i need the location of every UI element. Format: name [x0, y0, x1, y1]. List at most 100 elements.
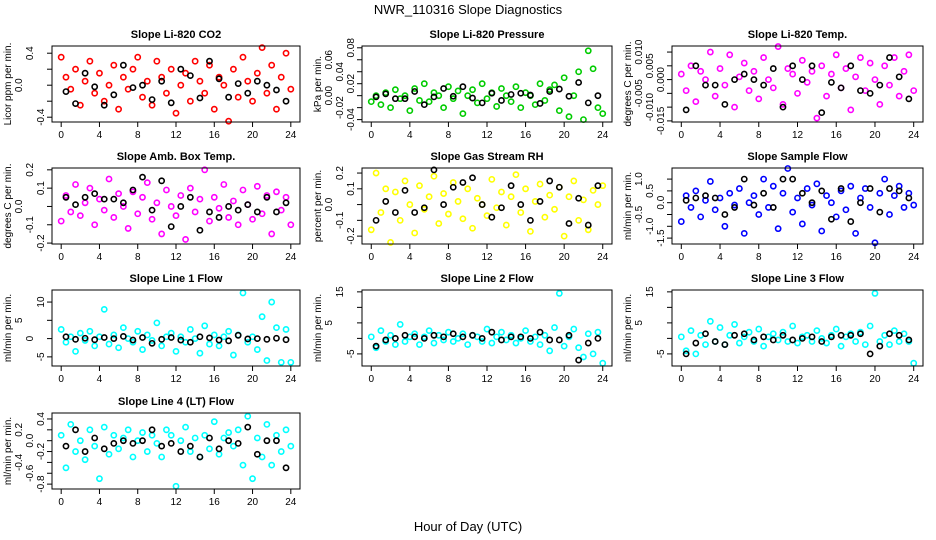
y-tick-label: 0.0: [14, 78, 25, 92]
data-point: [406, 107, 414, 115]
data-point: [96, 69, 103, 77]
hourly-point: [469, 331, 476, 339]
data-point: [258, 453, 266, 461]
data-point: [440, 104, 447, 112]
hourly-point: [731, 204, 738, 211]
data-point: [72, 448, 79, 455]
hourly-point: [391, 95, 399, 103]
panel-title: Slope Li-820 Temp.: [748, 29, 847, 41]
data-point: [210, 331, 218, 339]
panel-4: Slope Gas Stream RH percent per min. 0 4 8 12…: [313, 151, 613, 263]
data-point: [677, 218, 685, 225]
data-point: [186, 448, 194, 455]
y-axis-label: ml/min per min.: [3, 417, 14, 485]
data-point: [794, 194, 801, 202]
data-point: [881, 175, 889, 183]
hourly-point: [91, 83, 99, 91]
x-tick-label: 0: [58, 497, 64, 508]
data-point: [277, 73, 285, 81]
hourly-point: [411, 333, 419, 341]
data-point: [493, 103, 501, 110]
hourly-point: [273, 208, 280, 216]
data-point: [172, 109, 180, 117]
data-point: [473, 194, 481, 202]
hourly-point: [682, 196, 690, 204]
x-tick-label: 4: [407, 252, 413, 263]
data-point: [440, 336, 447, 344]
data-point: [268, 461, 276, 469]
data-point: [100, 423, 108, 431]
data-point: [196, 77, 204, 85]
hourly-point: [139, 173, 146, 181]
y-tick-label: 0.04: [335, 62, 346, 82]
data-point: [268, 298, 276, 306]
hourly-point: [177, 203, 185, 210]
hourly-point: [430, 331, 438, 339]
hourly-point: [411, 209, 419, 216]
data-point: [794, 339, 801, 347]
hourly-point: [517, 89, 525, 97]
data-point: [459, 330, 467, 338]
hourly-point: [167, 223, 175, 231]
data-point: [881, 62, 889, 70]
hourly-point: [469, 174, 476, 182]
y-tick-label: -0.4: [36, 108, 47, 126]
hourly-point: [420, 101, 428, 109]
panel-8: Slope Line 3 Flow ml/min per min. 0 4 8 12 16 2…: [623, 273, 924, 385]
data-point: [502, 221, 510, 229]
data-point: [866, 204, 874, 211]
data-point: [706, 178, 714, 185]
x-tick-label: 20: [869, 252, 881, 263]
data-point: [177, 437, 185, 445]
hourly-point: [517, 201, 525, 208]
hourly-point: [711, 338, 719, 345]
data-point: [220, 81, 228, 89]
data-point: [139, 429, 146, 436]
data-point: [62, 73, 70, 81]
hourly-point: [401, 95, 409, 103]
data-point: [483, 95, 491, 103]
data-point: [239, 461, 247, 469]
data-point: [910, 359, 918, 367]
hourly-point: [692, 62, 700, 70]
x-tick-label: 20: [247, 252, 259, 263]
data-point: [115, 445, 122, 453]
data-point: [253, 346, 261, 353]
data-point: [731, 103, 738, 111]
hourly-point: [372, 342, 380, 350]
data-point: [186, 326, 194, 333]
hourly-point: [731, 331, 738, 339]
hourly-point: [253, 450, 261, 458]
hourly-point: [91, 190, 99, 198]
hourly-point: [818, 109, 826, 117]
panel-0: Slope Li-820 CO2 Licor ppm per min. 0 4 8 12 1…: [3, 29, 301, 141]
data-point: [536, 80, 544, 88]
data-point: [769, 330, 777, 338]
plot-frame: [361, 45, 613, 123]
hourly-point: [110, 91, 118, 99]
x-axis-label: Hour of Day (UTC): [414, 519, 522, 534]
data-point: [119, 203, 127, 210]
data-point: [425, 98, 433, 106]
hourly-point: [857, 87, 864, 95]
hourly-point: [167, 334, 175, 341]
data-point: [72, 181, 79, 188]
data-point: [105, 81, 113, 89]
hourly-point: [546, 336, 554, 344]
y-tick-label: 10: [36, 296, 47, 308]
data-point: [565, 113, 573, 121]
hourly-point: [789, 175, 797, 183]
hourly-point: [740, 330, 748, 338]
data-point: [377, 101, 385, 109]
y-tick-label: 0.2: [14, 422, 25, 436]
data-point: [225, 327, 233, 335]
data-point: [735, 339, 743, 347]
data-point: [105, 340, 113, 348]
data-point: [512, 339, 520, 347]
hourly-point: [760, 333, 768, 341]
data-point: [263, 89, 271, 97]
data-point: [177, 81, 185, 89]
y-tick-label: 15: [335, 286, 346, 298]
hourly-point: [905, 95, 913, 103]
y-tick-label: 5: [324, 320, 335, 326]
